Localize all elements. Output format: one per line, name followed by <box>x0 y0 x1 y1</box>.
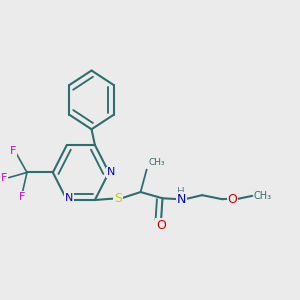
Text: O: O <box>156 219 166 232</box>
Text: CH₃: CH₃ <box>148 158 165 167</box>
Text: O: O <box>228 193 238 206</box>
Text: N: N <box>177 193 186 206</box>
Text: S: S <box>114 192 122 205</box>
Text: N: N <box>65 193 74 203</box>
Text: N: N <box>107 167 116 178</box>
Text: F: F <box>1 172 7 183</box>
Text: H: H <box>177 187 184 197</box>
Text: F: F <box>19 192 26 202</box>
Text: F: F <box>10 146 16 156</box>
Text: CH₃: CH₃ <box>253 191 272 201</box>
